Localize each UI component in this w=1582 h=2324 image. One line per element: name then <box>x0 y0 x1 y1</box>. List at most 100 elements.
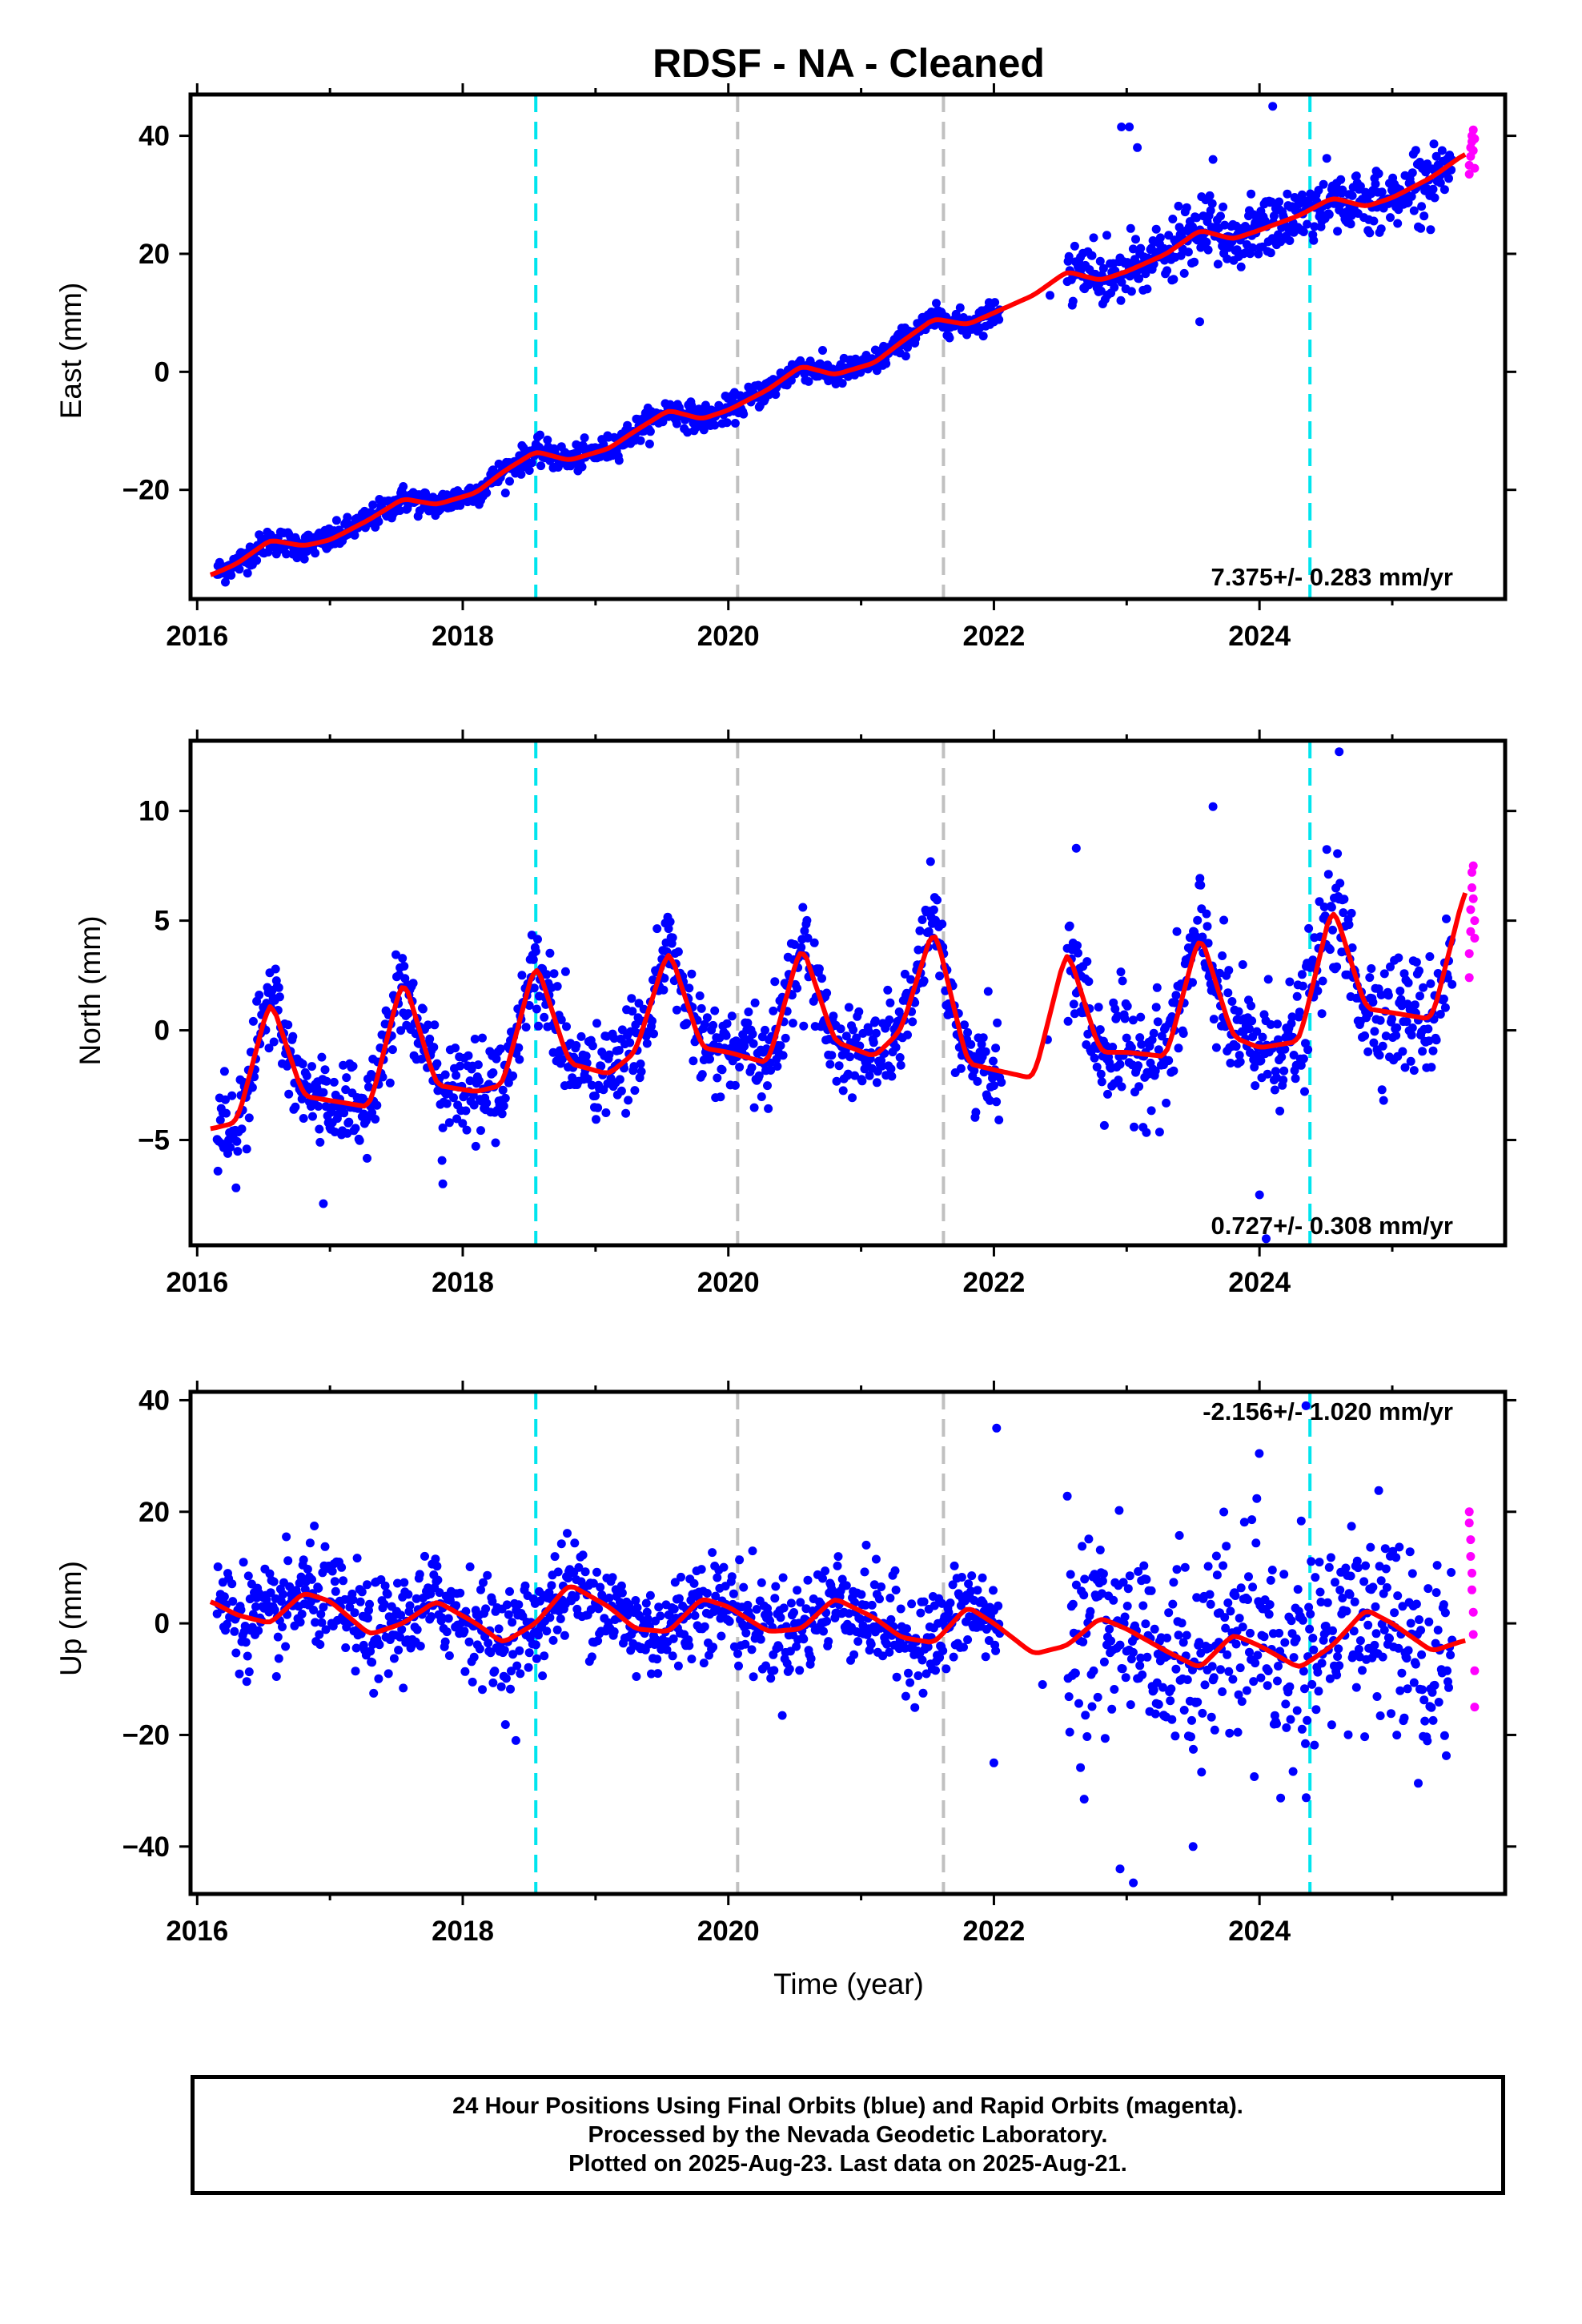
data-point <box>1063 1016 1073 1026</box>
data-point <box>456 1061 465 1071</box>
data-point <box>717 1065 727 1075</box>
data-point <box>270 1605 279 1614</box>
data-point <box>642 1607 652 1617</box>
data-point <box>1224 966 1234 975</box>
data-point <box>350 1608 359 1618</box>
data-point <box>400 1578 409 1587</box>
y-tick-label: −20 <box>122 1719 170 1751</box>
rapid-point <box>1466 1535 1476 1545</box>
data-point <box>908 1017 917 1027</box>
data-point <box>531 1640 540 1650</box>
data-point <box>919 1597 929 1606</box>
data-point <box>1407 1031 1416 1039</box>
data-point <box>1291 1074 1300 1084</box>
data-point <box>822 1616 832 1626</box>
data-point <box>331 1586 340 1596</box>
data-point <box>508 1071 518 1080</box>
data-point <box>1299 1054 1308 1063</box>
data-point <box>269 1037 279 1047</box>
data-point <box>562 1022 571 1031</box>
data-point <box>1195 1638 1204 1647</box>
data-point <box>991 1646 1001 1655</box>
data-point <box>890 1566 900 1575</box>
data-point <box>1399 1713 1409 1723</box>
data-point <box>580 1567 590 1577</box>
data-point <box>883 985 893 995</box>
data-point <box>315 1137 325 1147</box>
data-point <box>659 985 669 995</box>
rapid-point <box>1468 1585 1476 1594</box>
data-point <box>1313 986 1323 995</box>
data-point <box>213 1562 223 1571</box>
data-point <box>315 1124 324 1134</box>
data-point <box>1174 1630 1183 1640</box>
data-point <box>570 1538 580 1548</box>
data-point <box>665 917 675 927</box>
data-point <box>917 915 927 924</box>
data-point <box>563 1529 572 1538</box>
data-point <box>1071 843 1081 853</box>
data-point <box>766 1674 776 1683</box>
data-point <box>781 1033 790 1043</box>
data-point <box>886 1064 896 1074</box>
data-point <box>727 1011 737 1021</box>
y-tick-label: 20 <box>139 239 170 270</box>
data-point <box>1174 223 1184 232</box>
data-point <box>803 933 813 943</box>
data-point <box>741 1639 750 1649</box>
data-point <box>799 1634 809 1644</box>
data-point <box>223 1619 231 1629</box>
data-point <box>219 1592 229 1602</box>
data-point <box>592 1115 600 1124</box>
data-point <box>1398 1602 1407 1611</box>
data-point <box>1169 1066 1178 1076</box>
data-point <box>1235 1663 1245 1673</box>
data-point <box>1304 1602 1314 1612</box>
data-point <box>1224 1667 1234 1676</box>
data-point <box>721 1031 731 1040</box>
data-point <box>1374 1486 1383 1495</box>
data-point <box>615 1075 624 1084</box>
data-point <box>645 1590 655 1600</box>
data-point <box>1223 254 1232 263</box>
data-point <box>662 1645 672 1655</box>
data-point <box>429 1043 439 1052</box>
data-point <box>242 1677 251 1687</box>
data-point <box>903 1030 912 1039</box>
x-tick-label: 2016 <box>166 1267 228 1298</box>
data-point <box>1255 1190 1264 1200</box>
data-point <box>1098 263 1108 273</box>
data-point <box>702 1013 712 1023</box>
data-point <box>636 1067 646 1076</box>
data-point <box>271 964 280 974</box>
data-point <box>478 1685 487 1695</box>
data-point <box>556 1614 565 1623</box>
data-point <box>824 1637 833 1647</box>
data-point <box>1358 1666 1367 1675</box>
data-point <box>673 947 683 956</box>
data-point <box>695 991 705 1000</box>
y-tick-label: 20 <box>139 1497 170 1528</box>
data-point <box>1370 1640 1379 1650</box>
data-point <box>776 1613 785 1622</box>
data-point <box>1179 1706 1189 1715</box>
data-point <box>1251 1538 1261 1548</box>
data-point <box>634 999 644 1008</box>
data-point <box>1402 1017 1411 1027</box>
data-point <box>488 1678 498 1687</box>
data-point <box>475 1644 484 1654</box>
data-point <box>473 1060 483 1070</box>
data-point <box>1135 1661 1145 1671</box>
y-tick-label: −40 <box>122 1831 170 1863</box>
data-point <box>643 1614 652 1624</box>
data-point <box>978 1033 988 1043</box>
data-point <box>227 570 236 580</box>
data-point <box>735 1555 745 1565</box>
data-point <box>431 1554 440 1564</box>
x-tick-label: 2016 <box>166 1916 228 1947</box>
data-point <box>1296 1516 1306 1526</box>
data-point <box>404 1009 413 1019</box>
data-point <box>994 1116 1004 1124</box>
data-point <box>1106 1636 1116 1646</box>
data-point <box>483 1570 492 1580</box>
